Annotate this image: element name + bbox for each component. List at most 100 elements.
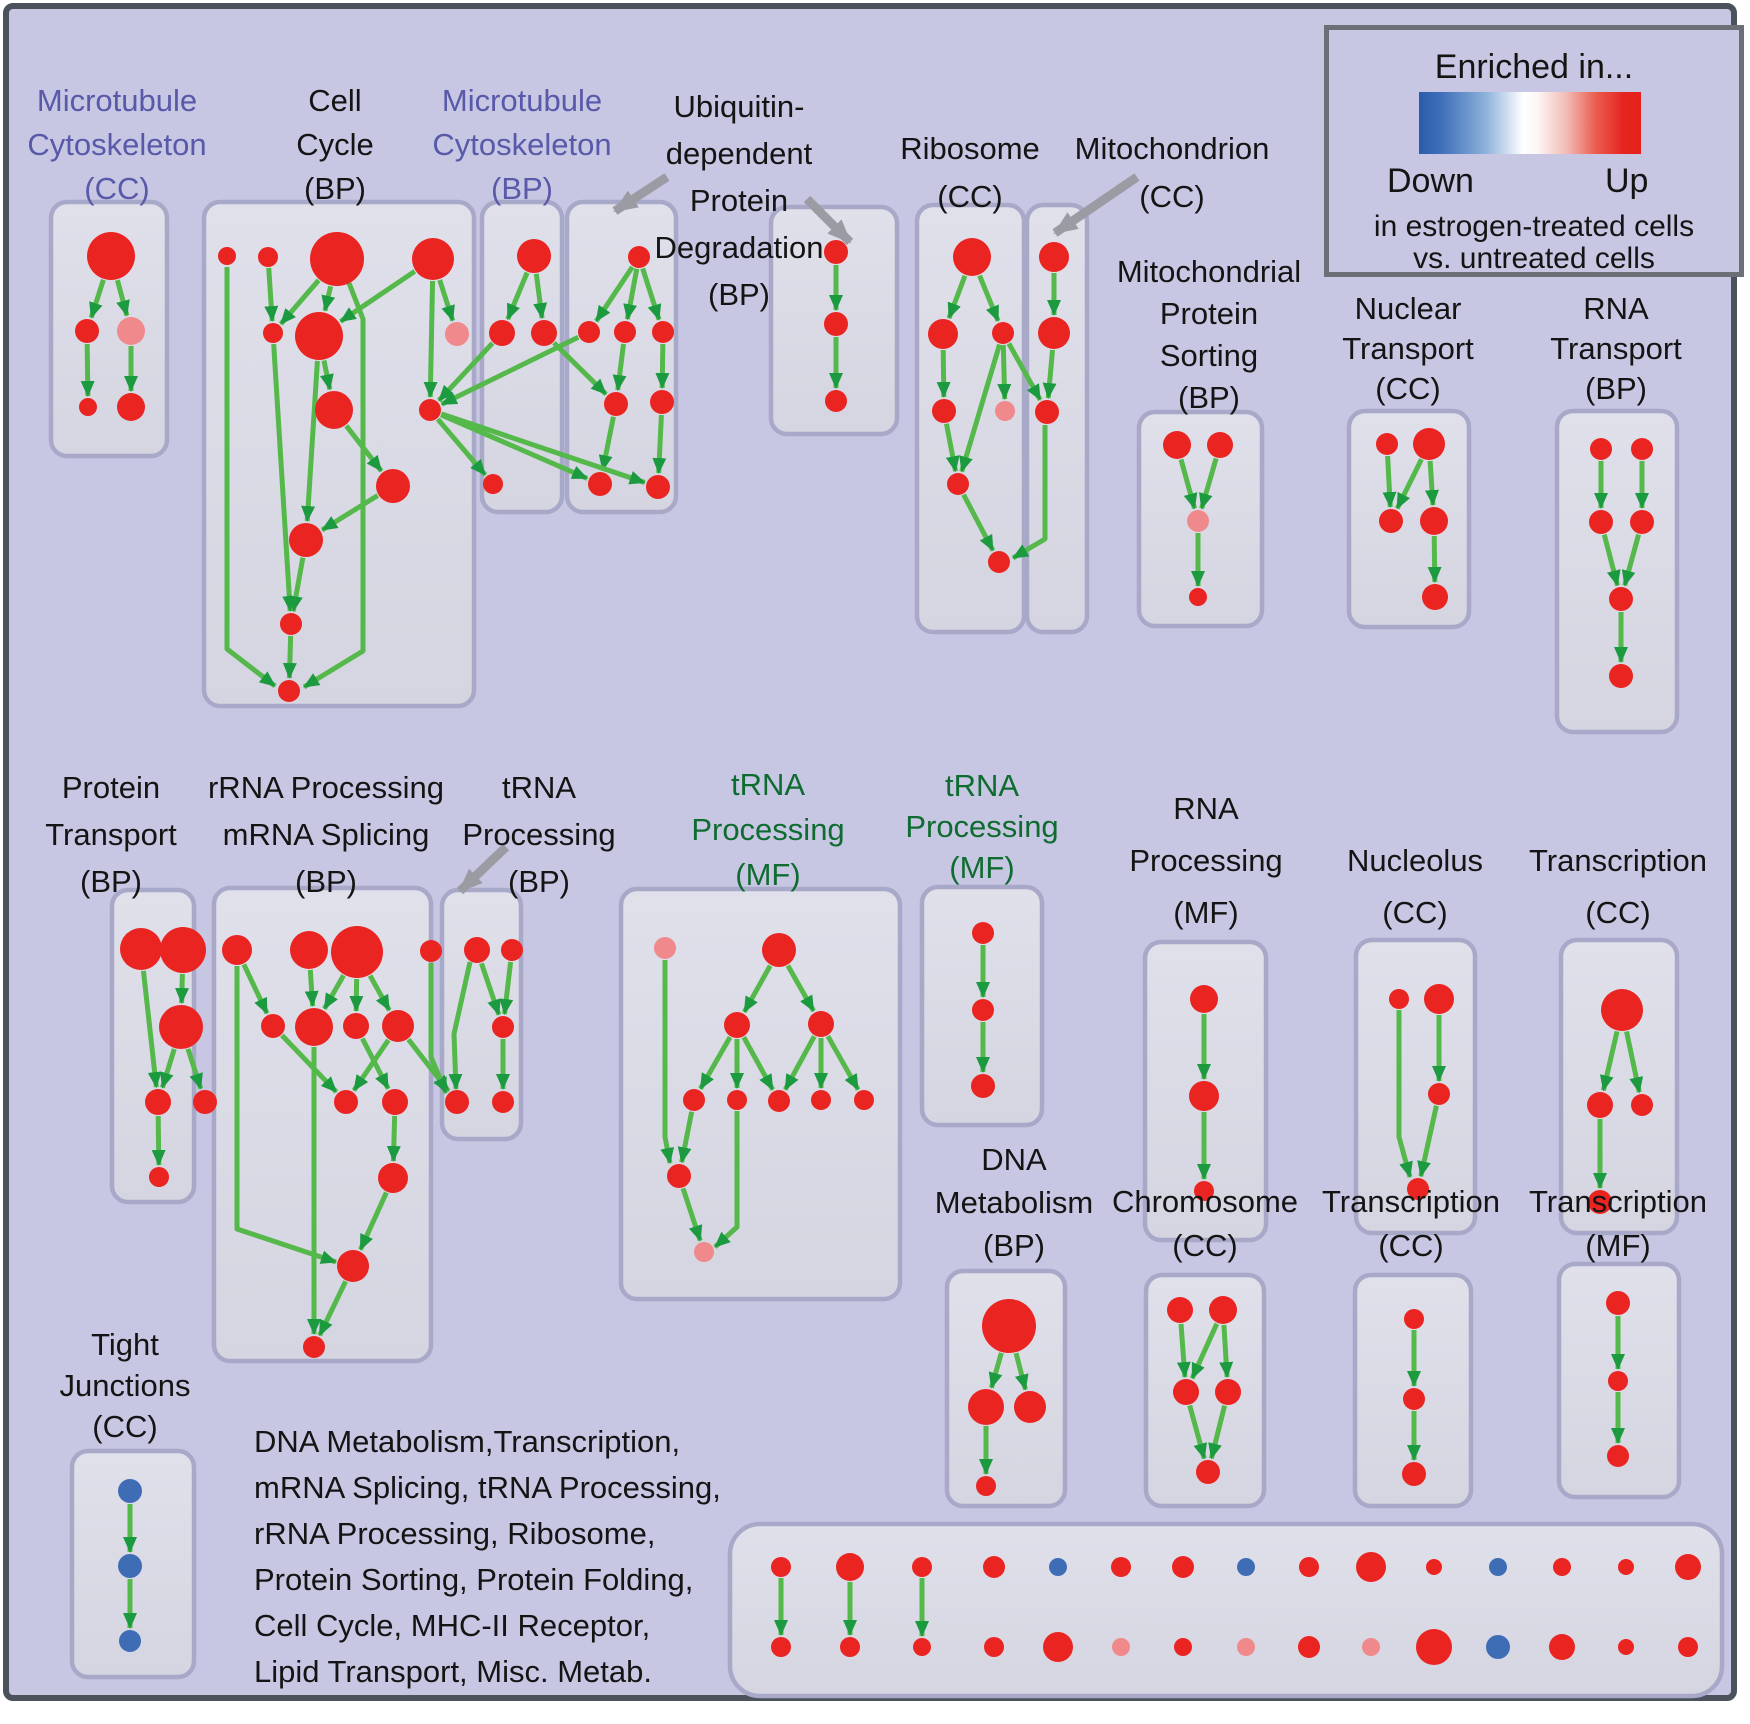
cluster-label-line: (CC) [1529, 887, 1707, 939]
go-term-node [854, 1090, 874, 1110]
misc-text-line: rRNA Processing, Ribosome, [254, 1511, 721, 1557]
go-term-node [1043, 1632, 1073, 1662]
cluster-label-line: (BP) [1550, 369, 1682, 409]
go-term-node [1675, 1554, 1701, 1580]
go-term-node [331, 926, 383, 978]
cluster-label-line: (CC) [27, 167, 206, 211]
cluster-label-chromosome-cc: Chromosome(CC) [1112, 1180, 1298, 1268]
legend-up-label: Up [1605, 162, 1648, 201]
go-term-node [953, 238, 991, 276]
misc-text-line: Lipid Transport, Misc. Metab. [254, 1649, 721, 1695]
go-term-node [947, 473, 969, 495]
cluster-label-line: (BP) [655, 271, 824, 318]
go-term-node [650, 390, 674, 414]
cluster-label-line: Cytoskeleton [27, 123, 206, 167]
go-term-node [1590, 438, 1612, 460]
cluster-label-line: (BP) [462, 858, 615, 905]
cluster-label-line: DNA [935, 1138, 1094, 1181]
cluster-label-line: (MF) [1129, 887, 1282, 939]
go-term-node [492, 1016, 514, 1038]
edge-arrow [662, 344, 663, 388]
edge-arrow [310, 970, 312, 1006]
go-term-node [652, 321, 674, 343]
go-term-node [1049, 1558, 1067, 1576]
go-term-node [932, 399, 956, 423]
cluster-label-line: dependent [655, 130, 824, 177]
cluster-label-line: (MF) [905, 847, 1058, 888]
go-term-node [382, 1010, 414, 1042]
go-term-node [117, 393, 145, 421]
misc-categories-text: DNA Metabolism,Transcription,mRNA Splici… [254, 1419, 721, 1695]
go-term-node [1422, 584, 1448, 610]
cluster-label-line: tRNA [462, 764, 615, 811]
misc-text-line: DNA Metabolism,Transcription, [254, 1419, 721, 1465]
go-term-node [303, 1336, 325, 1358]
go-term-node [290, 931, 328, 969]
go-term-node [1404, 1309, 1424, 1329]
cluster-box-misc-bottom [730, 1524, 1722, 1696]
go-term-node [982, 1299, 1036, 1353]
legend-gradient-bar [1419, 92, 1641, 154]
go-term-node [310, 232, 364, 286]
go-term-node [1173, 1379, 1199, 1405]
go-term-node [771, 1637, 791, 1657]
go-term-node [824, 312, 848, 336]
go-term-node [667, 1164, 691, 1188]
cluster-label-line: Tight [60, 1324, 191, 1365]
go-term-node [295, 1008, 333, 1046]
go-term-node [968, 1389, 1004, 1425]
go-term-node [376, 469, 410, 503]
go-term-node [1631, 1094, 1653, 1116]
go-term-node [1486, 1635, 1510, 1659]
go-term-node [824, 240, 848, 264]
cluster-label-line: Transcription [1529, 835, 1707, 887]
misc-text-line: mRNA Splicing, tRNA Processing, [254, 1465, 721, 1511]
go-term-node [1111, 1557, 1131, 1577]
go-term-node [1039, 242, 1069, 272]
cluster-label-line: Transcription [1322, 1180, 1500, 1224]
cluster-label-line: Microtubule [432, 79, 611, 123]
cluster-label-line: (CC) [1322, 1224, 1500, 1268]
cluster-label-line: Cytoskeleton [432, 123, 611, 167]
go-term-node [160, 927, 206, 973]
go-term-node [1678, 1637, 1698, 1657]
go-term-node [464, 937, 490, 963]
cluster-label-line: tRNA [691, 762, 844, 807]
cluster-label-line: rRNA Processing [208, 764, 444, 811]
go-term-node [261, 1014, 285, 1038]
go-term-node [1237, 1638, 1255, 1656]
cluster-label-line: Sorting [1117, 335, 1301, 377]
go-term-node [972, 999, 994, 1021]
go-term-node [1426, 1559, 1442, 1575]
go-term-node [1035, 400, 1059, 424]
go-term-node [1172, 1556, 1194, 1578]
cluster-label-line: Cell [296, 79, 374, 123]
go-term-node [79, 398, 97, 416]
go-term-node [159, 1005, 203, 1049]
go-term-node [1207, 432, 1233, 458]
go-term-node [1631, 438, 1653, 460]
cluster-label-line: Processing [905, 806, 1058, 847]
go-term-node [836, 1553, 864, 1581]
go-term-node [768, 1090, 790, 1112]
go-term-node [808, 1011, 834, 1037]
go-term-node [1163, 431, 1191, 459]
go-term-node [913, 1638, 931, 1656]
edge-arrow [430, 281, 432, 397]
go-term-node [1402, 1462, 1426, 1486]
go-term-node [604, 392, 628, 416]
go-term-node [928, 319, 958, 349]
go-term-node [445, 322, 469, 346]
go-term-node [1606, 1291, 1630, 1315]
go-term-node [263, 323, 283, 343]
go-term-node [87, 232, 135, 280]
cluster-label-line: Protein [655, 177, 824, 224]
go-term-node [315, 391, 353, 429]
cluster-label-line: Junctions [60, 1365, 191, 1406]
go-term-node [289, 523, 323, 557]
